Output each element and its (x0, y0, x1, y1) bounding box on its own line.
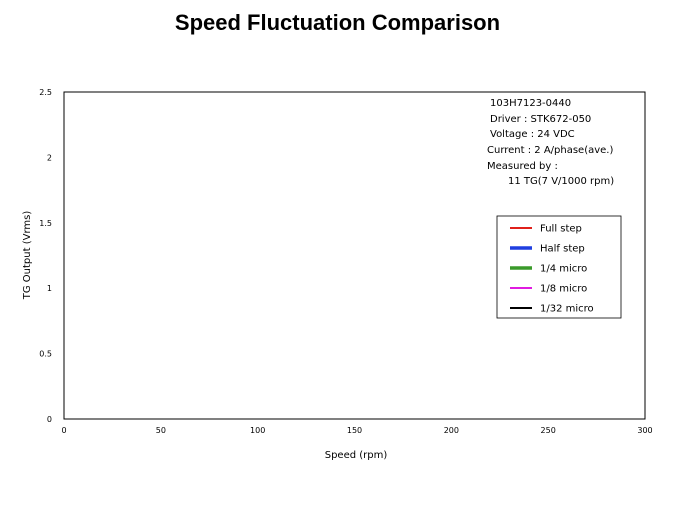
annotation-line: 11 TG(7 V/1000 rpm) (508, 176, 614, 187)
legend-label: 1/32 micro (540, 304, 594, 315)
legend-label: Half step (540, 244, 585, 255)
x-tick-label: 150 (347, 426, 362, 435)
x-tick-label: 100 (250, 426, 265, 435)
y-tick-label: 0.5 (39, 350, 52, 359)
x-tick-label: 50 (156, 426, 166, 435)
x-tick-label: 0 (61, 426, 66, 435)
x-tick-label: 200 (444, 426, 459, 435)
annotation-line: Measured by : (487, 161, 558, 172)
legend-label: 1/4 micro (540, 264, 587, 275)
legend: Full step Half step 1/4 micro 1/8 micro 1/32… (496, 215, 622, 319)
legend-label: 1/8 micro (540, 284, 587, 295)
slide-title: Speed Fluctuation Comparison (174, 10, 501, 35)
annotation-line: 103H7123-0440 (490, 98, 571, 109)
annotation-box: 103H7123-0440 Driver : STK672-050 Voltage … (487, 98, 614, 187)
y-axis-label: TG Output (Vrms) (22, 211, 33, 301)
annotation-line: Current : 2 A/phase(ave.) (487, 145, 613, 156)
legend-label: Full step (540, 224, 582, 235)
y-tick-label: 1.5 (39, 219, 52, 228)
x-tick-label: 300 (637, 426, 652, 435)
y-tick-label: 2.5 (39, 88, 52, 97)
annotation-line: Voltage : 24 VDC (490, 129, 575, 140)
y-tick-label: 1 (47, 284, 52, 293)
annotation-line: Driver : STK672-050 (490, 114, 591, 125)
x-axis-label: Speed (rpm) (325, 450, 388, 461)
ticks-layer: 0 50 100 150 200 250 300 0 0.5 1 1.5 2 2.5 (39, 88, 652, 435)
y-tick-label: 2 (47, 153, 52, 162)
x-tick-label: 250 (541, 426, 556, 435)
y-tick-label: 0 (47, 415, 52, 424)
